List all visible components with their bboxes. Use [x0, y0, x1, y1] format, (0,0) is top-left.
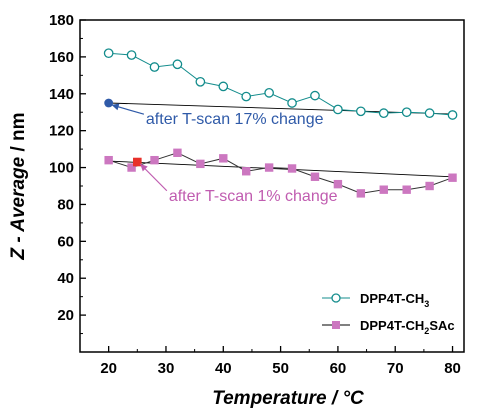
series-1-point-3: [173, 148, 182, 157]
series-0-point-11: [355, 106, 366, 117]
series-0-point-10: [333, 104, 343, 115]
after-point-0: [104, 98, 114, 108]
annotation-arrow-head-0: [111, 103, 120, 111]
y-axis-title-italic: Z - Average: [8, 156, 29, 260]
series-0-point-6: [241, 91, 252, 102]
legend-marker-ch3: [331, 293, 341, 303]
x-tick-label-80: 80: [444, 360, 461, 377]
annotation-arrow-head-1: [140, 163, 148, 172]
legend-entry-ch2sac: DPP4T-CH2SAc: [322, 318, 455, 336]
series-0-point-8: [287, 98, 297, 108]
series-0-point-2: [149, 62, 160, 72]
series-line-1: [108, 152, 453, 194]
series-1-point-10: [333, 179, 343, 189]
series-1-point-11: [356, 189, 366, 198]
annotations: after T-scan 17% change after T-scan 1% c…: [111, 103, 338, 205]
after-point-1: [133, 157, 142, 167]
series-0-point-3: [172, 59, 183, 70]
series-1-point-2: [150, 155, 159, 165]
series-1-point-1: [127, 163, 136, 172]
series-0-point-0: [103, 48, 114, 59]
series-1-point-7: [264, 163, 274, 172]
x-tick-label-70: 70: [387, 360, 404, 377]
series-0-point-5: [218, 81, 229, 92]
x-tick-label-20: 20: [100, 360, 117, 377]
series-0-point-7: [264, 88, 274, 98]
series-0-point-1: [126, 50, 137, 60]
y-tick-label-20: 20: [57, 307, 74, 324]
legend: DPP4T-CH3 DPP4T-CH2SAc: [322, 291, 455, 336]
legend-label-ch2sac-base: DPP4T-CH: [360, 318, 424, 333]
legend-label-ch2sac-rest: SAc: [429, 318, 454, 333]
series-line-0: [108, 52, 453, 116]
series-1-point-14: [425, 181, 434, 191]
x-tick-label-30: 30: [158, 360, 175, 377]
y-tick-label-100: 100: [49, 160, 74, 177]
series-1-point-9: [310, 172, 320, 181]
y-tick-label-140: 140: [49, 86, 74, 103]
series-1-point-12: [379, 185, 388, 194]
y-axis-title-unit: / nm: [8, 112, 29, 156]
series-1-point-4: [196, 159, 205, 169]
series-0-point-14: [424, 108, 435, 118]
y-tick-label-160: 160: [49, 49, 74, 66]
x-tick-label-60: 60: [330, 360, 347, 377]
x-tick-label-50: 50: [272, 360, 289, 377]
x-axis-title: Temperature / °C: [212, 388, 364, 409]
y-axis-title: Z - Average / nm: [8, 112, 29, 260]
series-1-point-5: [219, 154, 228, 163]
legend-label-ch2sac: DPP4T-CH2SAc: [360, 318, 455, 336]
series-0-point-9: [310, 90, 320, 101]
series-1-point-13: [402, 185, 411, 194]
series-0-point-13: [401, 107, 412, 118]
series-1-point-8: [287, 164, 297, 173]
after-scan-points: [104, 98, 142, 167]
y-tick-label-40: 40: [57, 270, 74, 287]
legend-label-ch2sac-sub: 2: [424, 326, 429, 336]
legend-label-ch3-base: DPP4T-CH: [360, 291, 424, 306]
y-tick-label-80: 80: [57, 196, 74, 213]
legend-label-ch3: DPP4T-CH3: [360, 291, 429, 309]
legend-entry-ch3: DPP4T-CH3: [322, 291, 429, 309]
series-0-point-4: [195, 76, 206, 87]
series-group: [103, 48, 458, 198]
series-1-point-6: [242, 167, 251, 176]
trend-line-1: [108, 160, 453, 178]
y-tick-label-60: 60: [57, 233, 74, 250]
series-0-point-15: [447, 110, 458, 120]
series-0-point-12: [378, 108, 389, 118]
axis-ticks: 20 30 40 50 60 70 80 20 40 60 80 100 120 140 160 180: [49, 12, 461, 377]
series-1-point-15: [448, 173, 457, 182]
series-1-point-0: [104, 155, 113, 165]
y-tick-label-120: 120: [49, 123, 74, 140]
legend-label-ch3-sub: 3: [424, 299, 429, 309]
legend-marker-ch2sac: [332, 321, 340, 329]
x-tick-label-40: 40: [215, 360, 232, 377]
y-tick-label-180: 180: [49, 12, 74, 29]
annotation-1: after T-scan 1% change: [169, 188, 338, 205]
annotation-0: after T-scan 17% change: [146, 111, 324, 128]
